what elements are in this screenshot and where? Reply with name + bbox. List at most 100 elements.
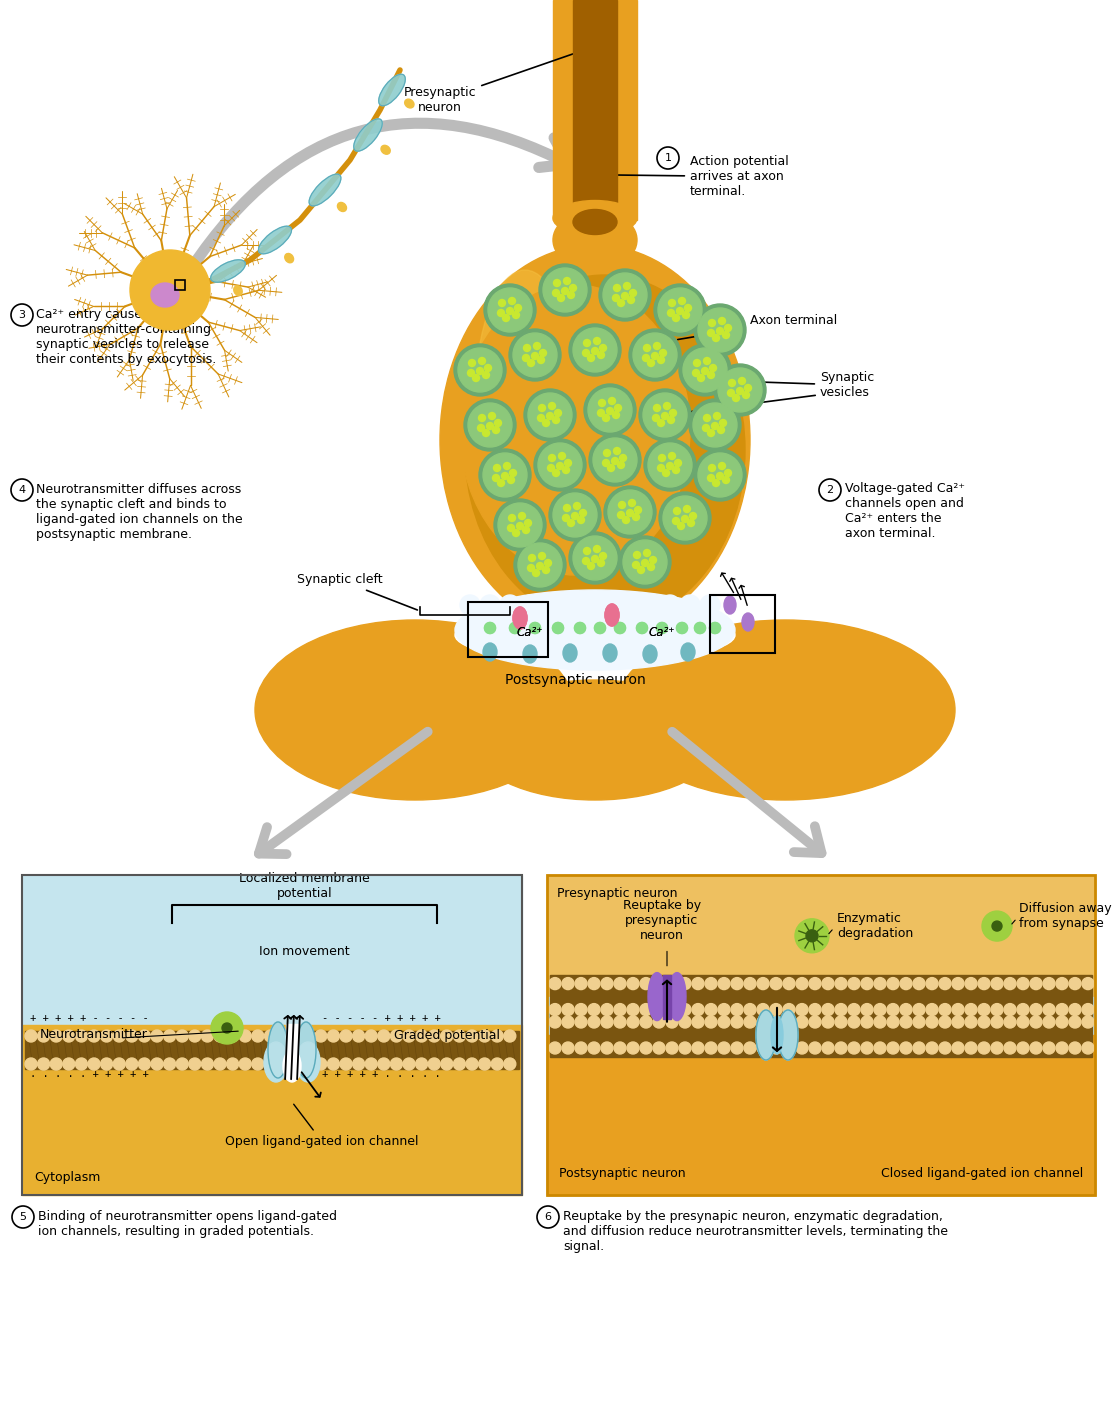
Circle shape bbox=[532, 352, 538, 359]
Circle shape bbox=[614, 622, 626, 634]
Circle shape bbox=[589, 434, 641, 486]
Text: + + + + + - - - - -: + + + + + - - - - - bbox=[30, 1012, 149, 1024]
Circle shape bbox=[718, 1042, 731, 1055]
Circle shape bbox=[926, 1017, 938, 1028]
Circle shape bbox=[509, 469, 516, 476]
Ellipse shape bbox=[283, 1050, 300, 1081]
FancyArrowPatch shape bbox=[259, 732, 428, 855]
Circle shape bbox=[677, 622, 687, 634]
Circle shape bbox=[620, 455, 627, 462]
Bar bbox=[468, 603, 548, 658]
Circle shape bbox=[641, 559, 649, 566]
Circle shape bbox=[468, 403, 512, 446]
Circle shape bbox=[861, 977, 873, 990]
Circle shape bbox=[485, 365, 491, 372]
Circle shape bbox=[503, 314, 509, 321]
Circle shape bbox=[289, 1057, 302, 1070]
Circle shape bbox=[560, 596, 580, 615]
Circle shape bbox=[861, 1004, 873, 1015]
Circle shape bbox=[645, 439, 696, 491]
Ellipse shape bbox=[255, 620, 575, 800]
Circle shape bbox=[627, 1042, 639, 1055]
Circle shape bbox=[1030, 1017, 1042, 1028]
Circle shape bbox=[693, 403, 737, 446]
Circle shape bbox=[639, 389, 691, 441]
Circle shape bbox=[675, 459, 681, 466]
Ellipse shape bbox=[285, 253, 294, 263]
Circle shape bbox=[887, 977, 899, 990]
Circle shape bbox=[575, 1004, 588, 1015]
Circle shape bbox=[614, 1004, 626, 1015]
Circle shape bbox=[1043, 977, 1054, 990]
Circle shape bbox=[176, 1057, 188, 1070]
Bar bbox=[547, 997, 1095, 1035]
Circle shape bbox=[809, 977, 821, 990]
Circle shape bbox=[538, 444, 582, 487]
Text: Neurotransmitter diffuses across
the synaptic cleft and binds to
ligand-gated io: Neurotransmitter diffuses across the syn… bbox=[36, 483, 242, 541]
Bar bbox=[22, 1025, 522, 1195]
Circle shape bbox=[289, 1031, 302, 1042]
Circle shape bbox=[485, 622, 496, 634]
Ellipse shape bbox=[379, 75, 405, 106]
Circle shape bbox=[265, 1031, 276, 1042]
Circle shape bbox=[504, 1031, 516, 1042]
Circle shape bbox=[1082, 1004, 1094, 1015]
Circle shape bbox=[663, 496, 707, 541]
Circle shape bbox=[211, 1012, 244, 1043]
Circle shape bbox=[707, 429, 715, 436]
Circle shape bbox=[594, 622, 605, 634]
Circle shape bbox=[861, 1042, 873, 1055]
Bar bbox=[547, 874, 1095, 997]
Ellipse shape bbox=[381, 145, 390, 155]
Text: Cytoplasm: Cytoplasm bbox=[34, 1170, 101, 1184]
Circle shape bbox=[88, 1031, 101, 1042]
Circle shape bbox=[601, 1017, 613, 1028]
Circle shape bbox=[516, 522, 524, 529]
Circle shape bbox=[700, 596, 720, 615]
Circle shape bbox=[502, 473, 508, 480]
Circle shape bbox=[506, 307, 514, 314]
Circle shape bbox=[63, 1031, 75, 1042]
Circle shape bbox=[1016, 1017, 1029, 1028]
Circle shape bbox=[614, 1042, 626, 1055]
Circle shape bbox=[163, 1031, 175, 1042]
Circle shape bbox=[1016, 1004, 1029, 1015]
Circle shape bbox=[391, 1057, 402, 1070]
Circle shape bbox=[900, 977, 911, 990]
Circle shape bbox=[508, 297, 516, 304]
Circle shape bbox=[861, 1017, 873, 1028]
Circle shape bbox=[543, 268, 588, 313]
Text: 5: 5 bbox=[19, 1212, 27, 1222]
Circle shape bbox=[508, 514, 516, 521]
Circle shape bbox=[731, 977, 743, 990]
Circle shape bbox=[454, 344, 506, 396]
Circle shape bbox=[50, 1057, 63, 1070]
Circle shape bbox=[658, 289, 701, 332]
Circle shape bbox=[707, 372, 715, 379]
Circle shape bbox=[222, 1024, 232, 1033]
Circle shape bbox=[836, 1042, 847, 1055]
Circle shape bbox=[637, 622, 648, 634]
Circle shape bbox=[1043, 1042, 1054, 1055]
Text: Ca²⁺ entry causes
neurotransmitter-containing
synaptic vesicles to release
their: Ca²⁺ entry causes neurotransmitter-conta… bbox=[36, 308, 217, 366]
Circle shape bbox=[574, 622, 585, 634]
Circle shape bbox=[189, 1057, 201, 1070]
Circle shape bbox=[672, 518, 679, 525]
Circle shape bbox=[538, 552, 545, 559]
Circle shape bbox=[620, 596, 640, 615]
Circle shape bbox=[277, 1057, 289, 1070]
Circle shape bbox=[521, 596, 540, 615]
Circle shape bbox=[63, 1057, 75, 1070]
Ellipse shape bbox=[268, 1022, 288, 1079]
Circle shape bbox=[939, 1017, 951, 1028]
Circle shape bbox=[1082, 1042, 1094, 1055]
Circle shape bbox=[562, 287, 569, 294]
Circle shape bbox=[340, 1031, 352, 1042]
Circle shape bbox=[1069, 977, 1081, 990]
Circle shape bbox=[887, 1004, 899, 1015]
Circle shape bbox=[553, 622, 563, 634]
Text: 1: 1 bbox=[665, 153, 671, 163]
Circle shape bbox=[783, 1042, 795, 1055]
Circle shape bbox=[513, 334, 557, 377]
Circle shape bbox=[965, 1042, 977, 1055]
